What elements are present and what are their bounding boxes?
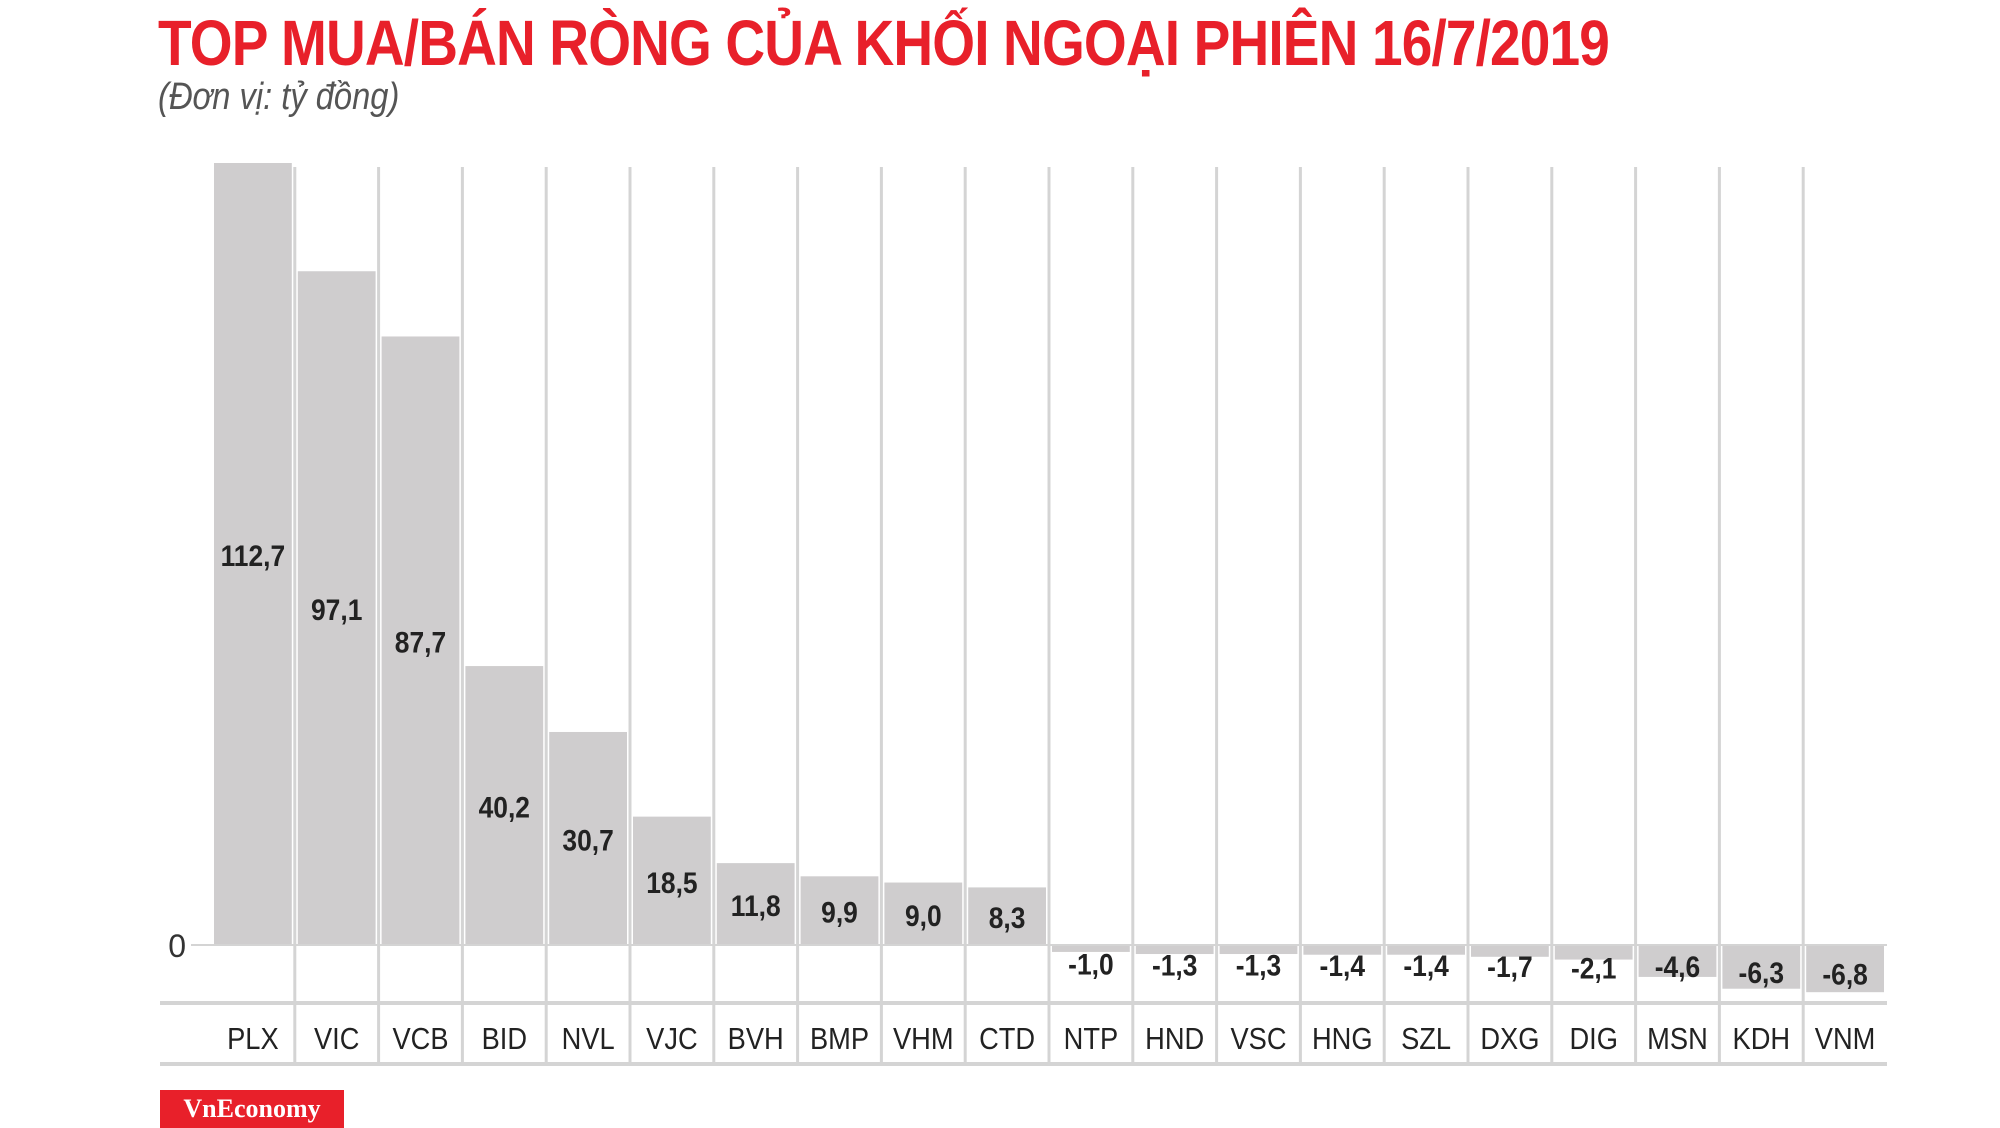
bar [884, 882, 963, 945]
x-tick-label: CTD [979, 1022, 1035, 1056]
data-label: -1,3 [1152, 948, 1197, 982]
bar [214, 163, 292, 945]
data-label: 11,8 [731, 888, 781, 922]
x-tick-label: VIC [314, 1022, 359, 1056]
data-label: 30,7 [562, 823, 613, 857]
data-label: -2,1 [1571, 951, 1616, 985]
bar [1387, 945, 1465, 955]
x-tick-label: VSC [1230, 1022, 1286, 1056]
chart-subtitle: (Đơn vị: tỷ đồng) [158, 76, 400, 118]
data-label: -1,0 [1068, 947, 1113, 981]
bar [633, 816, 711, 945]
data-label: 87,7 [395, 625, 446, 659]
x-tick-label: VJC [646, 1022, 698, 1056]
bar [1638, 945, 1717, 977]
bar [381, 336, 460, 946]
x-tick-label: HNG [1312, 1022, 1373, 1056]
bar [716, 863, 795, 945]
y-tick-label: 0 [168, 928, 186, 964]
x-tick-label: NVL [562, 1022, 615, 1056]
x-tick-label: PLX [227, 1022, 279, 1056]
vneconomy-logo: VnEconomy [160, 1090, 344, 1128]
data-label: 9,0 [905, 898, 942, 932]
bar [1303, 945, 1382, 955]
x-tick-label: VHM [893, 1022, 954, 1056]
data-label: 18,5 [646, 865, 697, 899]
x-tick-label: BVH [728, 1022, 784, 1056]
x-tick-label: DIG [1569, 1022, 1617, 1056]
data-label: 9,9 [821, 895, 858, 929]
x-tick-label: NTP [1064, 1022, 1119, 1056]
bar [1554, 945, 1633, 960]
data-label: -4,6 [1655, 949, 1700, 983]
bar [1219, 945, 1298, 955]
x-tick-label: BID [482, 1022, 527, 1056]
data-label: 40,2 [479, 790, 530, 824]
x-tick-label: MSN [1647, 1022, 1708, 1056]
x-tick-label: VNM [1815, 1022, 1876, 1056]
x-tick-label: VCB [392, 1022, 448, 1056]
x-tick-label: SZL [1401, 1022, 1451, 1056]
x-tick-label: BMP [810, 1022, 869, 1056]
bar [549, 731, 627, 945]
bar [800, 876, 879, 945]
data-label: -1,4 [1403, 948, 1449, 982]
bar [1135, 945, 1214, 955]
data-label: 97,1 [311, 593, 362, 627]
bar [968, 887, 1046, 945]
data-label: 8,3 [989, 901, 1026, 935]
bar [465, 666, 544, 945]
data-label: -6,3 [1739, 955, 1784, 989]
x-tick-label: HND [1145, 1022, 1204, 1056]
chart-title: TOP MUA/BÁN RÒNG CỦA KHỐI NGOẠI PHIÊN 16… [158, 7, 1610, 79]
data-label: -1,3 [1236, 948, 1281, 982]
data-label: -1,4 [1320, 948, 1366, 982]
data-label: -1,7 [1487, 949, 1532, 983]
x-tick-label: DXG [1480, 1022, 1539, 1056]
bar [297, 271, 376, 946]
data-label: -6,8 [1822, 957, 1867, 991]
bar [1052, 945, 1130, 952]
bar [1806, 945, 1884, 993]
data-label: 112,7 [221, 538, 286, 572]
bar [1722, 945, 1801, 989]
bar [1471, 945, 1549, 957]
x-tick-label: KDH [1733, 1022, 1791, 1056]
